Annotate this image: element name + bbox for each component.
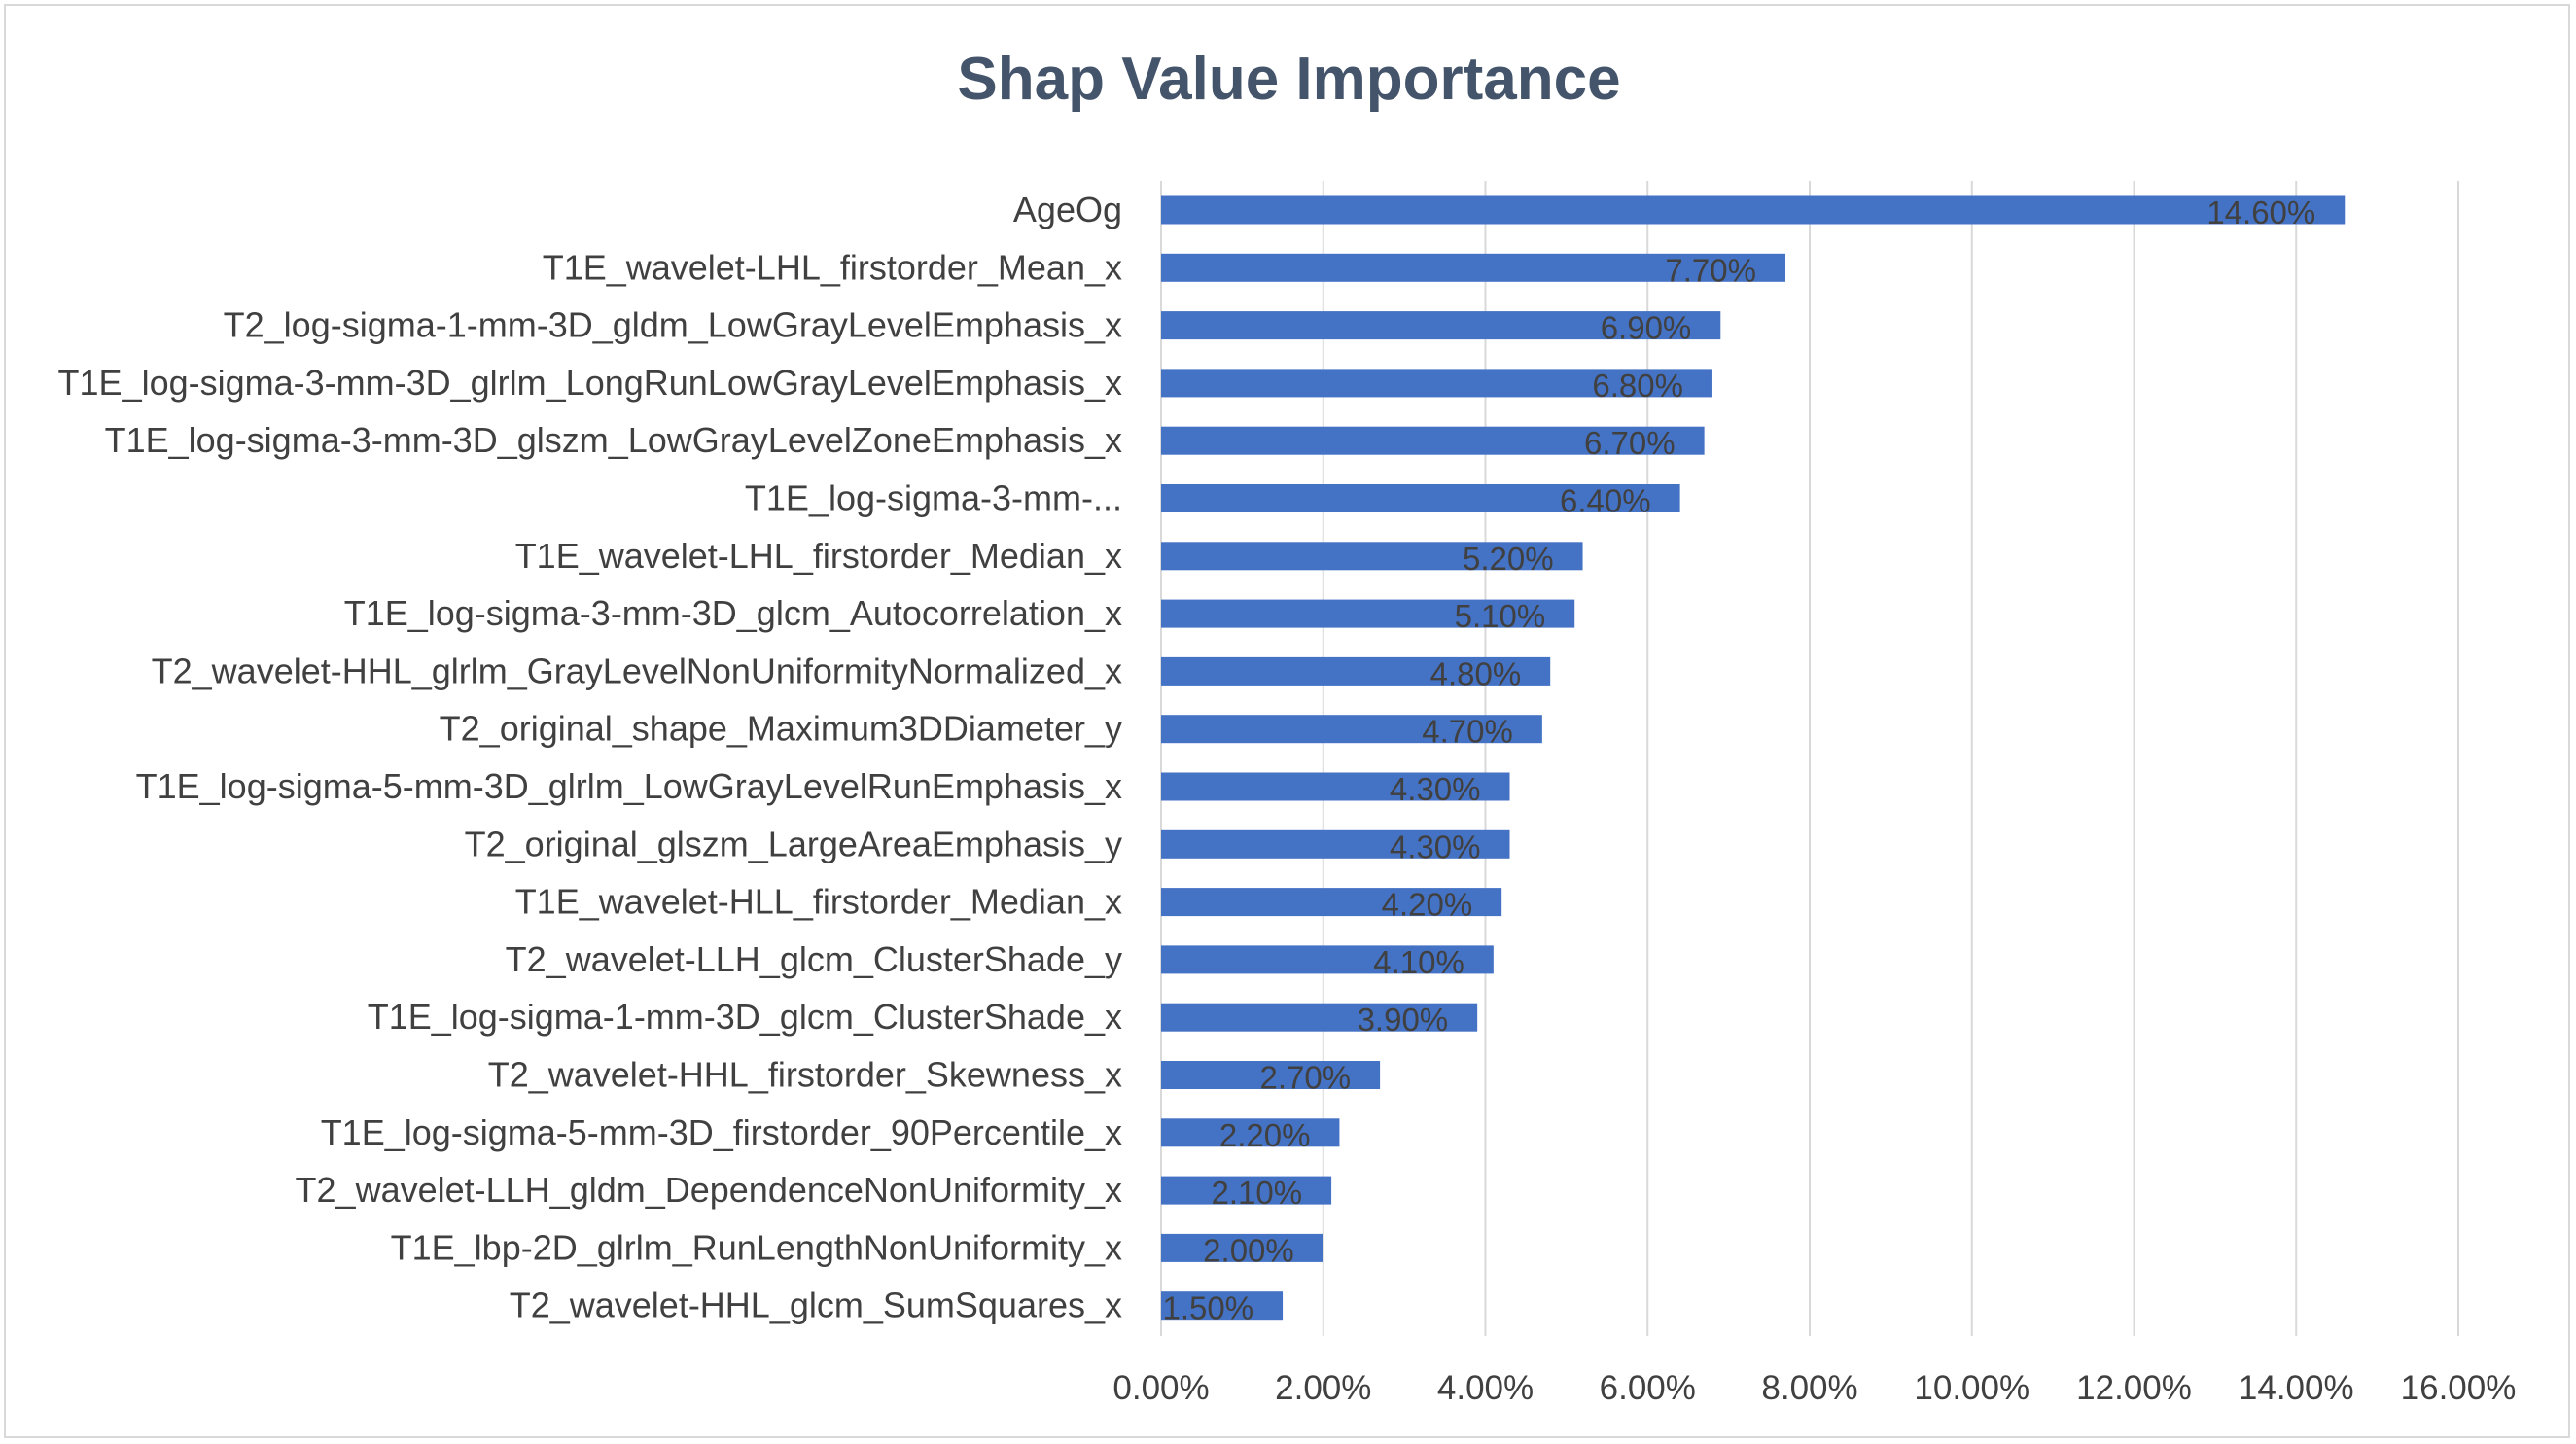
category-label: T1E_log-sigma-1-mm-3D_glcm_ClusterShade_…: [368, 997, 1122, 1037]
data-label: 2.20%: [1219, 1117, 1311, 1153]
data-label: 4.10%: [1373, 944, 1464, 980]
x-tick-label: 14.00%: [2239, 1369, 2354, 1407]
x-tick-label: 8.00%: [1761, 1369, 1857, 1407]
bar: [1161, 1233, 1323, 1262]
chart-frame: Shap Value Importance AgeOg T1E_wavelet-L…: [4, 4, 2570, 1438]
bar: [1161, 1118, 1340, 1147]
bar: [1161, 1291, 1284, 1321]
data-label: 2.70%: [1260, 1060, 1352, 1096]
bar: [1161, 311, 1721, 340]
data-label: 4.80%: [1430, 655, 1522, 691]
category-label: T2_original_shape_Maximum3DDiameter_y: [440, 709, 1122, 749]
bar: [1161, 1061, 1381, 1089]
category-label: T1E_log-sigma-5-mm-3D_glrlm_LowGrayLevel…: [136, 766, 1122, 806]
category-label: T1E_lbp-2D_glrlm_RunLengthNonUniformity_…: [391, 1227, 1122, 1267]
data-label: 1.50%: [1162, 1290, 1253, 1326]
category-label: T1E_log-sigma-3-mm-3D_glszm_LowGrayLevel…: [105, 420, 1122, 460]
bar: [1161, 772, 1510, 801]
category-label: T1E_wavelet-LHL_firstorder_Mean_x: [543, 247, 1122, 287]
data-label: 4.20%: [1382, 887, 1473, 923]
category-label: T2_original_glszm_LargeAreaEmphasis_y: [465, 824, 1122, 863]
data-label: 6.90%: [1601, 310, 1692, 346]
category-label: T1E_log-sigma-3-mm-3D_glcm_Autocorrelati…: [344, 593, 1122, 633]
bar: [1161, 195, 2346, 225]
category-label: AgeOg: [1013, 190, 1122, 229]
x-tick-label: 10.00%: [1914, 1369, 2029, 1407]
category-label: T2_wavelet-HHL_glrlm_GrayLevelNonUniform…: [152, 651, 1122, 690]
bar: [1161, 829, 1510, 859]
category-label: T1E_log-sigma-3-mm-3D_glrlm_LongRunLowGr…: [58, 363, 1122, 403]
x-tick-label: 0.00%: [1112, 1369, 1209, 1407]
bar: [1161, 253, 1785, 282]
bar: [1161, 945, 1494, 974]
category-labels: AgeOg T1E_wavelet-LHL_firstorder_Mean_x T2…: [58, 190, 1122, 1325]
category-label: T2_wavelet-HHL_glcm_SumSquares_x: [510, 1286, 1122, 1325]
x-tick-label: 12.00%: [2076, 1369, 2192, 1407]
data-label: 6.80%: [1592, 368, 1683, 404]
data-label: 5.20%: [1463, 541, 1554, 577]
x-tick-label: 4.00%: [1437, 1369, 1534, 1407]
data-label: 2.00%: [1203, 1232, 1294, 1268]
gridlines: [1160, 181, 2459, 1336]
data-label: 4.70%: [1422, 714, 1513, 750]
data-label: 6.70%: [1584, 425, 1676, 461]
data-label: 7.70%: [1665, 252, 1756, 288]
category-label: T1E_wavelet-LHL_firstorder_Median_x: [515, 536, 1122, 576]
bar: [1161, 1176, 1332, 1205]
category-label: T2_wavelet-LLH_glcm_ClusterShade_y: [506, 939, 1122, 979]
chart-title: Shap Value Importance: [957, 46, 1621, 113]
bar-chart-plot: AgeOg T1E_wavelet-LHL_firstorder_Mean_x T2…: [58, 181, 2516, 1407]
category-label: T2_wavelet-HHL_firstorder_Skewness_x: [488, 1055, 1122, 1095]
x-tick-label: 2.00%: [1275, 1369, 1371, 1407]
data-label: 2.10%: [1212, 1175, 1303, 1211]
data-label: 4.30%: [1390, 771, 1481, 807]
category-label: T2_wavelet-LLH_gldm_DependenceNonUniform…: [296, 1170, 1122, 1210]
bar: [1161, 715, 1542, 744]
bar: [1161, 888, 1502, 917]
bar: [1161, 542, 1583, 571]
bar: [1161, 656, 1551, 686]
bar: [1161, 369, 1712, 398]
data-label: 14.60%: [2206, 194, 2315, 230]
data-label: 6.40%: [1560, 483, 1651, 519]
bar: [1161, 484, 1680, 512]
bar: [1161, 426, 1705, 455]
data-label: 5.10%: [1455, 598, 1546, 634]
x-axis-tick-labels: 0.00% 2.00% 4.00% 6.00% 8.00% 10.00% 12.00% 14.…: [1112, 1369, 2516, 1407]
category-label: T1E_wavelet-HLL_firstorder_Median_x: [515, 882, 1122, 922]
bars: [1161, 195, 2346, 1321]
bar: [1161, 1003, 1478, 1032]
data-labels: 14.60% 7.70% 6.90% 6.80% 6.70% 6.40%5.20% 5.10…: [1162, 194, 2315, 1326]
x-tick-label: 6.00%: [1600, 1369, 1696, 1407]
data-label: 4.30%: [1390, 828, 1481, 864]
category-label: T1E_log-sigma-3-mm-...: [745, 478, 1122, 518]
bar: [1161, 599, 1575, 628]
x-tick-label: 16.00%: [2401, 1369, 2517, 1407]
category-label: T1E_log-sigma-5-mm-3D_firstorder_90Perce…: [321, 1112, 1122, 1152]
data-label: 3.90%: [1358, 1002, 1449, 1038]
category-label: T2_log-sigma-1-mm-3D_gldm_LowGrayLevelEm…: [224, 305, 1122, 345]
